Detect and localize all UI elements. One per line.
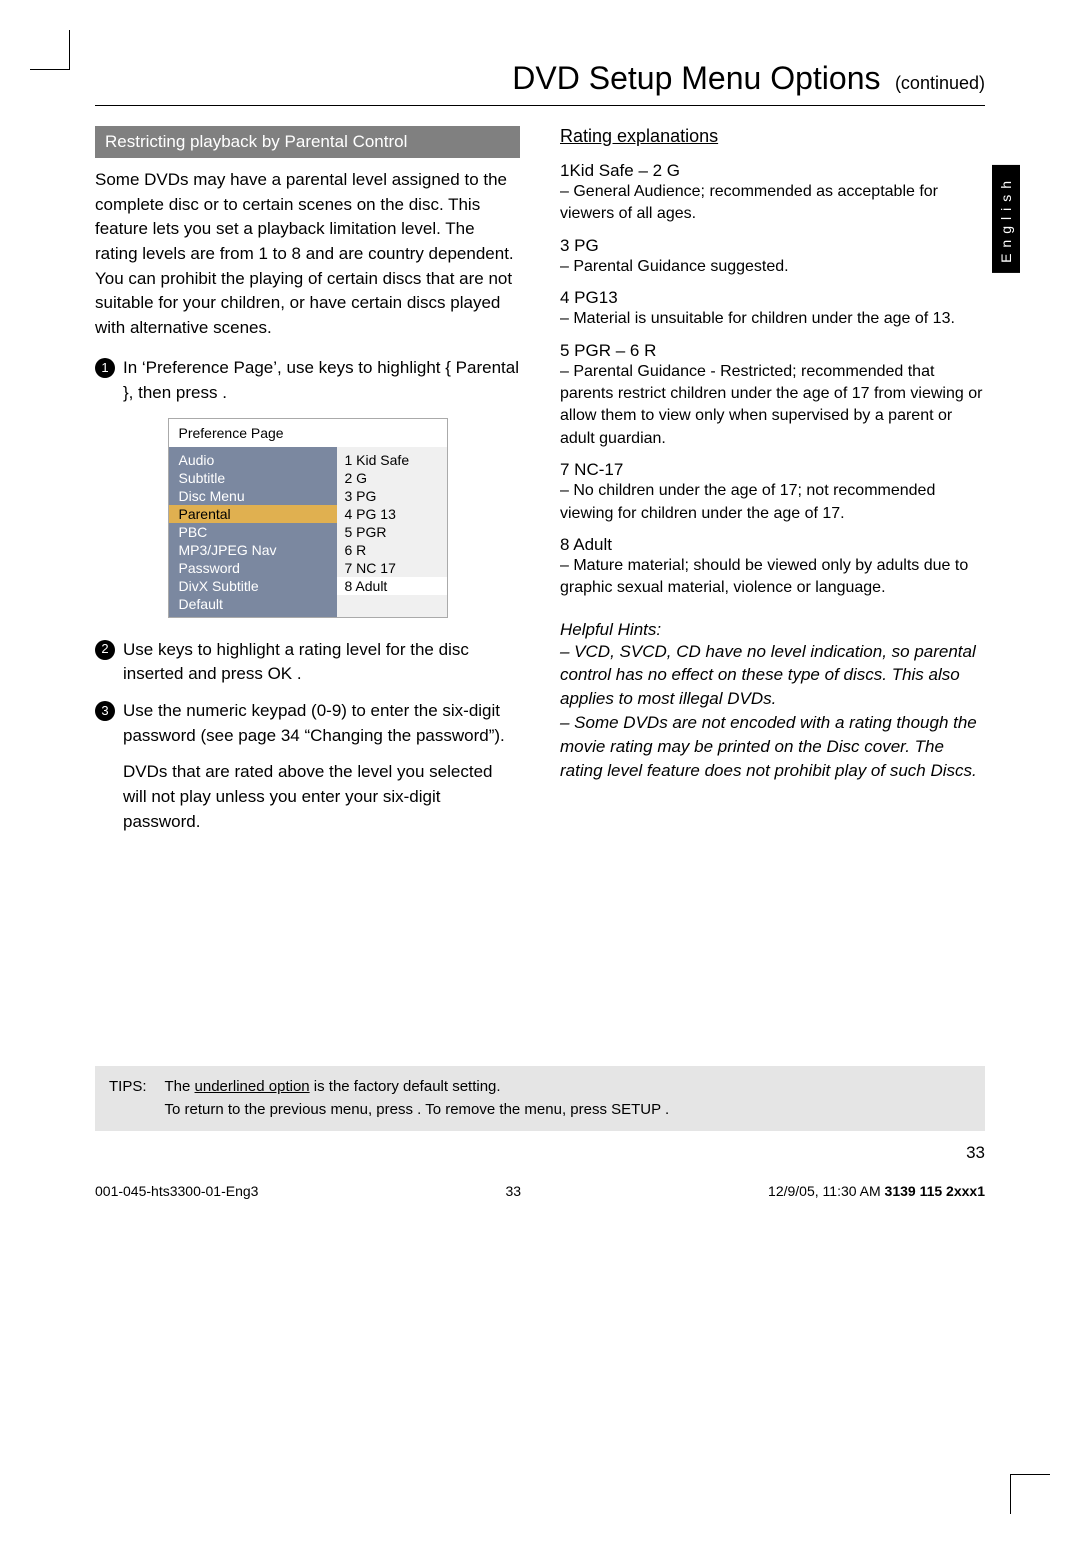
step-2: 2 Use keys to highlight a rating level f… (95, 638, 520, 687)
rating-label: 5 PGR – 6 R (560, 341, 985, 361)
intro-text: Some DVDs may have a parental level assi… (95, 168, 520, 340)
rating-label: 3 PG (560, 236, 985, 256)
pref-right-item: 5 PGR (337, 523, 447, 541)
rating-explanations-heading: Rating explanations (560, 126, 985, 147)
pref-left-item: Password (169, 559, 337, 577)
pref-left-item: Audio (169, 451, 337, 469)
step-2-badge: 2 (95, 640, 115, 660)
footer-left: 001-045-hts3300-01-Eng3 (95, 1183, 258, 1199)
hints-list: – VCD, SVCD, CD have no level indication… (560, 640, 985, 783)
tips-body: The underlined option is the factory def… (165, 1076, 670, 1121)
step-1: 1 In ‘Preference Page’, use keys to high… (95, 356, 520, 405)
pref-left-item: Default (169, 595, 337, 613)
tips-line-2: To return to the previous menu, press . … (165, 1099, 670, 1122)
pref-right-item: 8 Adult (337, 577, 447, 595)
left-column: Restricting playback by Parental Control… (95, 126, 520, 846)
step-1-text-a: In ‘Preference Page’, use (123, 358, 319, 377)
pref-right-item: 7 NC 17 (337, 559, 447, 577)
page-title-continued: (continued) (895, 73, 985, 93)
rating-desc: – Material is unsuitable for children un… (560, 308, 985, 330)
step-2-body: Use keys to highlight a rating level for… (123, 638, 520, 687)
pref-right-item: 4 PG 13 (337, 505, 447, 523)
pref-right-item: 3 PG (337, 487, 447, 505)
pref-left-item: Parental (169, 505, 337, 523)
pref-left-item: PBC (169, 523, 337, 541)
ratings-list: 1Kid Safe – 2 G– General Audience; recom… (560, 161, 985, 600)
pref-left-item: Subtitle (169, 469, 337, 487)
step-3-badge: 3 (95, 701, 115, 721)
rating-label: 4 PG13 (560, 288, 985, 308)
step-3-body: Use the numeric keypad (0-9) to enter th… (123, 699, 520, 748)
rating-label: 8 Adult (560, 535, 985, 555)
rating-desc: – Mature material; should be viewed only… (560, 555, 985, 600)
step-1-badge: 1 (95, 358, 115, 378)
pref-right-item: 2 G (337, 469, 447, 487)
pref-left-item: Disc Menu (169, 487, 337, 505)
preference-page-panel: Preference Page AudioSubtitleDisc MenuPa… (168, 418, 448, 618)
tips-box: TIPS: The underlined option is the facto… (95, 1066, 985, 1131)
page-title-row: DVD Setup Menu Options (continued) (95, 60, 985, 106)
footer-right: 12/9/05, 11:30 AM 3139 115 2xxx1 (768, 1183, 985, 1199)
rating-desc: – Parental Guidance - Restricted; recomm… (560, 361, 985, 451)
preference-right-list: 1 Kid Safe2 G3 PG4 PG 135 PGR6 R7 NC 178… (337, 447, 447, 617)
footer-row: 001-045-hts3300-01-Eng3 33 12/9/05, 11:3… (95, 1183, 985, 1199)
language-tab: English (992, 165, 1020, 273)
hint-item: – Some DVDs are not encoded with a ratin… (560, 711, 985, 782)
step-3-tail: DVDs that are rated above the level you … (123, 760, 520, 834)
pref-left-item: MP3/JPEG Nav (169, 541, 337, 559)
preference-page-body: AudioSubtitleDisc MenuParentalPBCMP3/JPE… (169, 447, 447, 617)
rating-desc: – No children under the age of 17; not r… (560, 480, 985, 525)
section-header-parental: Restricting playback by Parental Control (95, 126, 520, 158)
crop-mark-br (1010, 1474, 1050, 1514)
footer-mid: 33 (505, 1183, 521, 1199)
step-3: 3 Use the numeric keypad (0-9) to enter … (95, 699, 520, 748)
rating-desc: – Parental Guidance suggested. (560, 256, 985, 278)
preference-left-list: AudioSubtitleDisc MenuParentalPBCMP3/JPE… (169, 447, 337, 617)
content-columns: Restricting playback by Parental Control… (95, 126, 985, 846)
tips-line-1: The underlined option is the factory def… (165, 1076, 670, 1099)
rating-label: 7 NC-17 (560, 460, 985, 480)
step-1-body: In ‘Preference Page’, use keys to highli… (123, 356, 520, 405)
page-number: 33 (95, 1143, 985, 1163)
pref-left-item: DivX Subtitle (169, 577, 337, 595)
right-column: Rating explanations 1Kid Safe – 2 G– Gen… (560, 126, 985, 846)
hint-item: – VCD, SVCD, CD have no level indication… (560, 640, 985, 711)
pref-right-item: 1 Kid Safe (337, 451, 447, 469)
crop-mark-tl (30, 30, 70, 70)
rating-desc: – General Audience; recommended as accep… (560, 181, 985, 226)
pref-right-item: 6 R (337, 541, 447, 559)
preference-page-title: Preference Page (169, 419, 447, 447)
tips-label: TIPS: (109, 1076, 147, 1121)
hints-title: Helpful Hints: (560, 620, 985, 640)
page-title: DVD Setup Menu Options (512, 60, 880, 96)
rating-label: 1Kid Safe – 2 G (560, 161, 985, 181)
